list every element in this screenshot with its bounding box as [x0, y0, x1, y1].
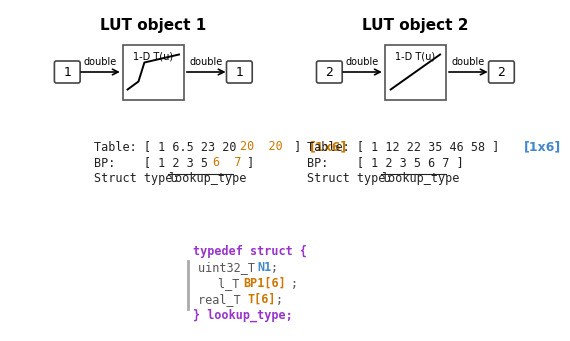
Text: BP:    [ 1 2 3 5: BP: [ 1 2 3 5: [94, 156, 215, 169]
Text: 6  7: 6 7: [213, 156, 241, 169]
Text: ]: ]: [287, 140, 301, 153]
FancyBboxPatch shape: [54, 61, 80, 83]
Text: double: double: [451, 57, 485, 67]
Text: ]: ]: [241, 156, 255, 169]
Text: 1: 1: [235, 65, 243, 78]
Text: 1-D T(u): 1-D T(u): [396, 51, 435, 61]
Text: 1: 1: [63, 65, 71, 78]
Text: ;: ;: [276, 293, 283, 306]
Text: Table: [ 1 12 22 35 46 58 ]: Table: [ 1 12 22 35 46 58 ]: [307, 140, 499, 153]
Text: [1x6]: [1x6]: [310, 140, 347, 153]
Text: Struct type:: Struct type:: [307, 172, 399, 185]
Text: LUT object 1: LUT object 1: [100, 18, 206, 33]
Text: ;: ;: [291, 277, 298, 290]
Text: 2: 2: [325, 65, 333, 78]
Text: real_T: real_T: [198, 293, 248, 306]
Text: l_T: l_T: [218, 277, 246, 290]
Text: N1: N1: [257, 261, 271, 274]
Text: T[6]: T[6]: [247, 293, 276, 306]
FancyBboxPatch shape: [316, 61, 342, 83]
Text: double: double: [84, 57, 117, 67]
Text: uint32_T: uint32_T: [198, 261, 262, 274]
Text: LUT object 2: LUT object 2: [362, 18, 469, 33]
Text: ;: ;: [271, 261, 278, 274]
Text: lookup_type: lookup_type: [168, 172, 246, 185]
FancyBboxPatch shape: [488, 61, 514, 83]
Text: BP1[6]: BP1[6]: [243, 277, 286, 290]
Bar: [385, 44, 446, 100]
Text: 1-D T(u): 1-D T(u): [133, 51, 173, 61]
Text: Struct type:: Struct type:: [94, 172, 186, 185]
Bar: [123, 44, 184, 100]
Text: 20  20: 20 20: [241, 140, 283, 153]
Text: BP:    [ 1 2 3 5 6 7 ]: BP: [ 1 2 3 5 6 7 ]: [307, 156, 463, 169]
Text: [1x6]: [1x6]: [524, 140, 561, 153]
Text: 2: 2: [498, 65, 506, 78]
Text: Table: [ 1 6.5 23 20: Table: [ 1 6.5 23 20: [94, 140, 243, 153]
FancyBboxPatch shape: [226, 61, 252, 83]
Text: double: double: [190, 57, 223, 67]
Text: lookup_type: lookup_type: [381, 172, 459, 185]
Text: } lookup_type;: } lookup_type;: [193, 309, 292, 322]
Text: double: double: [346, 57, 379, 67]
Text: typedef struct {: typedef struct {: [193, 245, 307, 258]
